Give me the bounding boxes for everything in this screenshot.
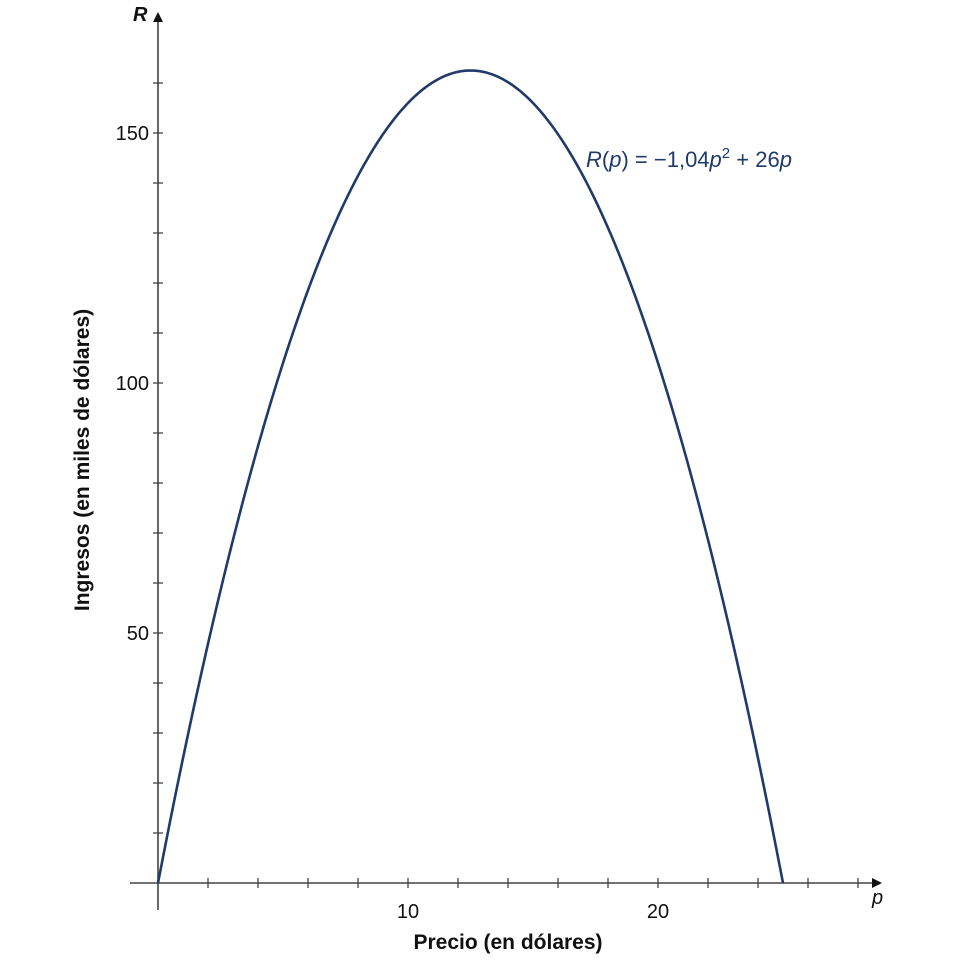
y-axis-variable: R bbox=[133, 4, 148, 26]
eq-p3: p bbox=[779, 147, 792, 172]
y-tick-label: 100 bbox=[116, 373, 149, 395]
y-tick-label: 50 bbox=[127, 623, 149, 645]
x-tick-label: 10 bbox=[397, 901, 419, 923]
eq-p2: p bbox=[709, 147, 722, 172]
x-tick-label: 20 bbox=[647, 901, 669, 923]
y-axis-title: Ingresos (en miles de dólares) bbox=[71, 309, 94, 611]
y-tick-label: 150 bbox=[116, 123, 149, 145]
eq-mid: ) = −1,04 bbox=[621, 147, 709, 172]
eq-plus: + 26 bbox=[730, 147, 780, 172]
x-axis-variable: p bbox=[871, 887, 883, 909]
eq-p1: p bbox=[608, 147, 621, 172]
revenue-curve bbox=[156, 69, 785, 884]
axis-ticks bbox=[153, 82, 859, 888]
x-axis-title: Precio (en dólares) bbox=[413, 931, 602, 954]
eq-exponent: 2 bbox=[722, 145, 730, 162]
equation-annotation: R(p) = −1,04p2 + 26p bbox=[586, 145, 792, 172]
axis-tick-labels: 10 20 50 100 150 bbox=[116, 123, 670, 923]
eq-R: R bbox=[586, 147, 602, 172]
eq-open: ( bbox=[602, 147, 610, 172]
